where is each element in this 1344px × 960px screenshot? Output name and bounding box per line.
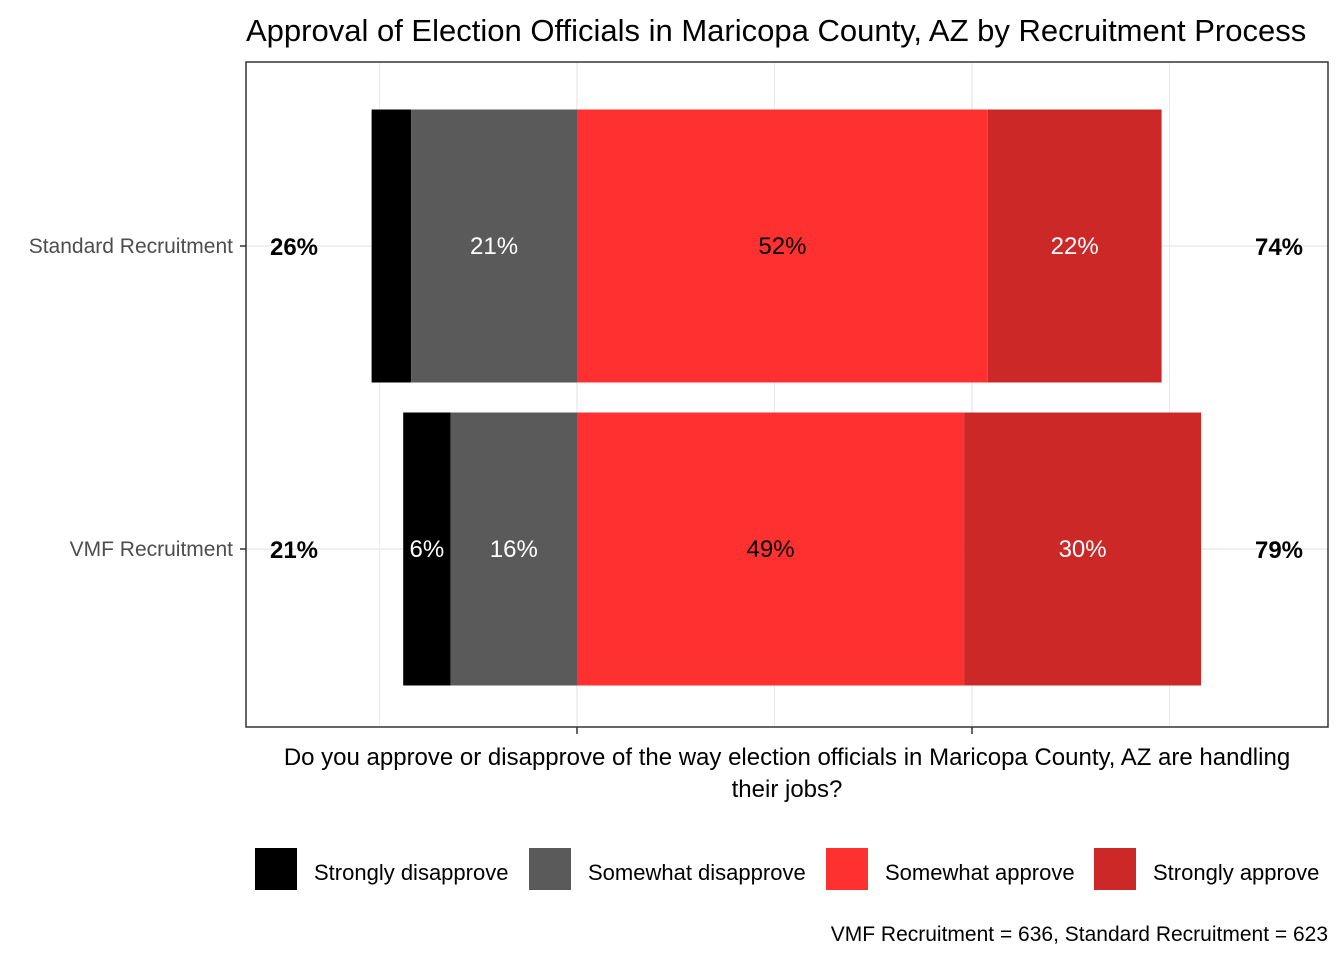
legend-swatch — [529, 848, 571, 890]
bar-segment — [987, 109, 1162, 383]
bar-segment — [577, 109, 988, 383]
legend-swatch — [255, 848, 297, 890]
legend-item: Strongly approve — [1094, 848, 1319, 890]
bar-row: 6% 16% 49% 30% — [403, 412, 1202, 686]
approve-total-label: 79% — [1255, 537, 1303, 564]
x-axis-title: Do you approve or disapprove of the way … — [284, 744, 1290, 803]
segment-label: 52% — [758, 233, 806, 260]
legend-label: Somewhat approve — [885, 860, 1075, 885]
bar-row: 21% 52% 22% — [371, 109, 1162, 383]
segment-label: 22% — [1051, 233, 1099, 260]
approve-total-label: 74% — [1255, 234, 1303, 261]
segment-label: 6% — [410, 536, 445, 563]
bar-segment — [411, 109, 577, 383]
legend-item: Strongly disapprove — [255, 848, 508, 890]
legend-label: Somewhat disapprove — [588, 860, 806, 885]
segment-label: 16% — [490, 536, 538, 563]
y-tick-label: Standard Recruitment — [29, 235, 233, 258]
legend-swatch — [826, 848, 868, 890]
chart-title: Approval of Election Officials in Marico… — [246, 13, 1306, 48]
legend-label: Strongly disapprove — [314, 860, 508, 885]
caption: VMF Recruitment = 636, Standard Recruitm… — [831, 923, 1328, 946]
bar-segment — [371, 109, 412, 383]
bar-segment — [577, 412, 965, 686]
bar-segment — [964, 412, 1202, 686]
segment-label: 49% — [747, 536, 795, 563]
bar-segment — [403, 412, 451, 686]
segment-label: 21% — [470, 233, 518, 260]
legend-swatch — [1094, 848, 1136, 890]
legend-label: Strongly approve — [1153, 860, 1319, 885]
segment-label: 30% — [1059, 536, 1107, 563]
legend: Strongly disapprove Somewhat disapprove So… — [255, 848, 1319, 890]
plot-panel: 21% 52% 22% 26% 74% Standard Recruitment 6% 16%… — [29, 61, 1329, 734]
y-tick-label: VMF Recruitment — [70, 538, 234, 561]
disapprove-total-label: 21% — [270, 537, 318, 564]
panel-border — [245, 61, 1329, 728]
bar-segment — [450, 412, 577, 686]
legend-item: Somewhat approve — [826, 848, 1075, 890]
disapprove-total-label: 26% — [270, 234, 318, 261]
legend-item: Somewhat disapprove — [529, 848, 806, 890]
